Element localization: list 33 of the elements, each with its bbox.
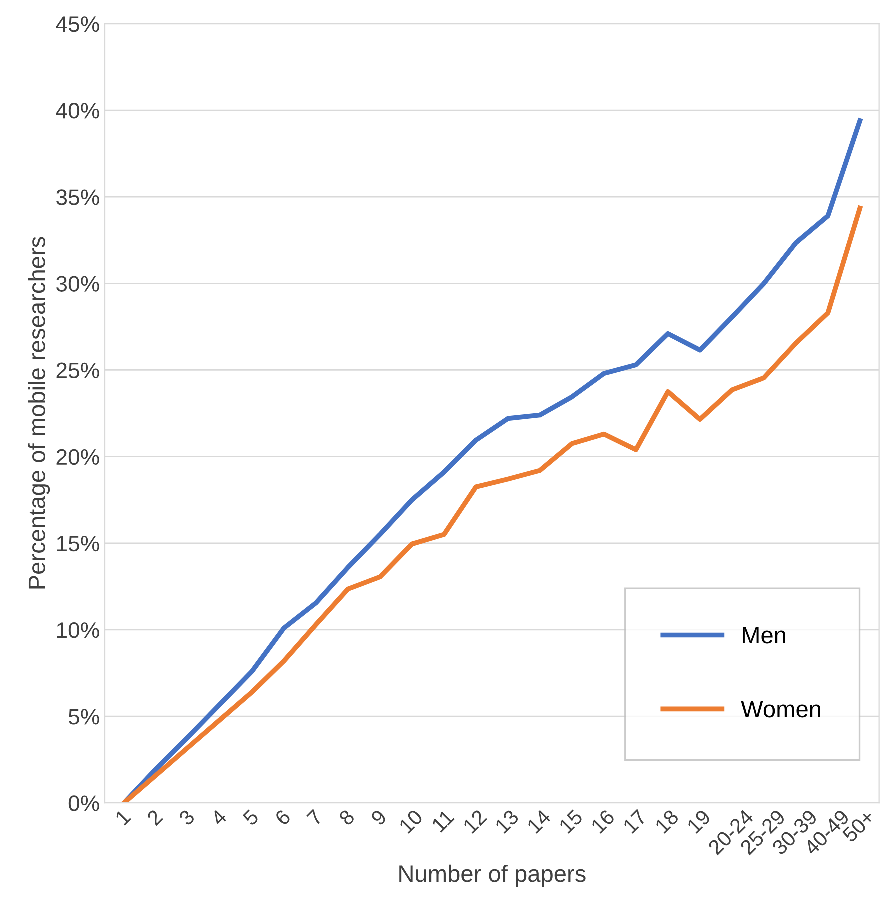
x-axis-title: Number of papers — [400, 864, 586, 887]
x-tick-label: 16 — [590, 809, 616, 834]
x-tick-label: 12 — [462, 809, 488, 834]
y-axis-title: Percentage of mobile researchers — [28, 237, 50, 589]
x-tick-label: 13 — [494, 809, 520, 834]
legend-label: Women — [741, 701, 820, 718]
x-tick-label: 4 — [210, 808, 228, 827]
y-tick-label: 40% — [56, 103, 100, 119]
x-tick-label: 18 — [654, 809, 680, 834]
y-tick-label: 10% — [57, 622, 100, 638]
x-tick-label: 3 — [178, 809, 196, 826]
x-tick-label: 5 — [242, 809, 260, 826]
legend-label: Men — [743, 627, 786, 644]
y-tick-label: 25% — [56, 362, 100, 379]
y-tick-label: 35% — [56, 190, 100, 206]
y-tick-label: 30% — [56, 276, 100, 292]
x-tick-label: 10 — [398, 808, 424, 834]
x-tick-label: 17 — [622, 809, 648, 834]
x-tick-label: 6 — [274, 809, 292, 826]
x-tick-label: 11 — [431, 809, 455, 833]
x-tick-label: 2 — [146, 809, 164, 826]
y-tick-label: 15% — [57, 536, 100, 552]
x-tick-label: 7 — [306, 809, 324, 826]
x-tick-label: 9 — [370, 809, 388, 826]
y-tick-label: 45% — [56, 16, 100, 32]
x-tick-label: 19 — [686, 809, 712, 834]
y-tick-label: 5% — [68, 709, 100, 725]
x-tick-label: 15 — [558, 809, 584, 834]
x-tick-label: 8 — [338, 809, 356, 826]
x-tick-label: 14 — [526, 808, 552, 834]
y-tick-label: 20% — [56, 449, 100, 466]
x-tick-label: 1 — [114, 809, 132, 826]
y-tick-label: 0% — [68, 796, 100, 812]
